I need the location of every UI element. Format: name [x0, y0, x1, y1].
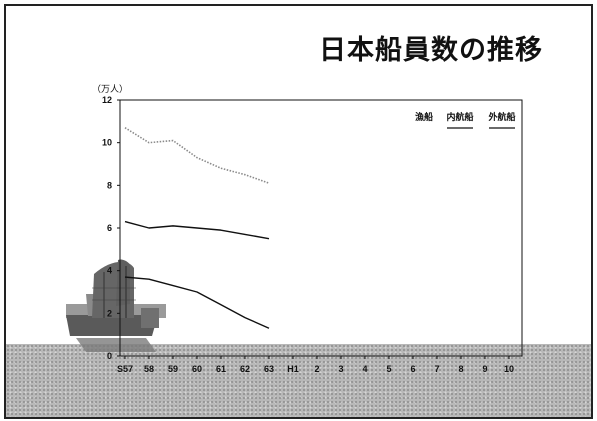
- x-tick-label: 63: [264, 364, 274, 374]
- series-line: [124, 276, 270, 329]
- y-axis-ticks: 0 2 4 6 8 10 12: [102, 95, 120, 361]
- legend-entry-label: 漁船: [415, 111, 433, 123]
- y-tick-label: 10: [102, 138, 112, 148]
- plot-axes: [119, 99, 523, 357]
- y-tick-label: 12: [102, 95, 112, 105]
- x-tick-label: 58: [144, 364, 154, 374]
- slide-frame: 日本船員数の推移 （万人） 0 2 4 6 8 10 12 S57 58 59 60 61 62 63 H…: [4, 4, 593, 419]
- x-tick-label: 62: [240, 364, 250, 374]
- y-tick-label: 2: [107, 308, 112, 318]
- x-tick-label: 4: [362, 364, 367, 374]
- x-tick-label: 6: [410, 364, 415, 374]
- y-tick-label: 4: [107, 266, 112, 276]
- y-tick-label: 6: [107, 223, 112, 233]
- x-tick-label: 61: [216, 364, 226, 374]
- y-tick-label: 8: [107, 180, 112, 190]
- y-tick-label: 0: [107, 351, 112, 361]
- y-axis-unit-label: （万人）: [92, 84, 128, 95]
- x-tick-label: 3: [338, 364, 343, 374]
- series-line: [124, 127, 270, 184]
- x-tick-label: 9: [482, 364, 487, 374]
- legend-entry-label: 内航船: [446, 111, 473, 123]
- x-tick-label: 5: [386, 364, 391, 374]
- series-lines: [124, 127, 270, 329]
- series-line: [124, 220, 270, 240]
- x-tick-label: 59: [168, 364, 178, 374]
- x-tick-label: 60: [192, 364, 202, 374]
- x-axis-ticks: S57 58 59 60 61 62 63 H1 2 3 4 5 6 7 8 9 10: [117, 356, 514, 374]
- junk-ship-illustration: [66, 259, 166, 352]
- line-chart: （万人） 0 2 4 6 8 10 12 S57 58 59 60 61 62 63 H1 2 3 4 5 6 7 8 9…: [66, 84, 523, 374]
- chart-title: 日本船員数の推移: [319, 35, 543, 66]
- legend: 漁船 内航船 外航船: [415, 111, 516, 129]
- x-tick-label: 10: [504, 364, 514, 374]
- x-tick-label: 2: [314, 364, 319, 374]
- x-tick-label: 7: [434, 364, 439, 374]
- x-tick-label: S57: [117, 364, 133, 374]
- x-tick-label: H1: [287, 364, 299, 374]
- legend-entry-label: 外航船: [487, 111, 515, 123]
- x-tick-label: 8: [458, 364, 463, 374]
- plot-border: [119, 99, 523, 357]
